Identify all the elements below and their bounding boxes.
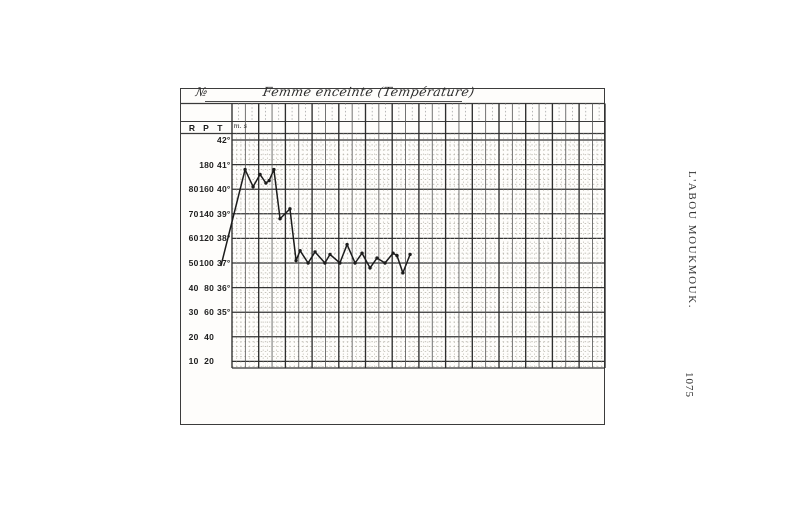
chart-sheet-frame	[180, 88, 605, 425]
margin-book-title: L'ABOU MOUKMOUK.	[686, 170, 698, 310]
axis-label-temperature: 40°	[217, 184, 231, 195]
axis-label-respiration: 60	[188, 233, 199, 244]
axis-label-respiration: 30	[188, 307, 199, 318]
axis-label-temperature: 41°	[217, 159, 231, 170]
axis-label-respiration: 70	[188, 208, 199, 219]
handwritten-title: Femme enceinte (Température)	[261, 84, 476, 99]
axis-header-temperature: T	[217, 122, 223, 133]
axis-header-pouls: P	[203, 122, 209, 133]
axis-label-temperature: 39°	[217, 208, 231, 219]
axis-label-temperature: 42°	[217, 135, 231, 145]
axis-label-respiration: 80	[188, 184, 199, 195]
axis-label-temperature: 38°	[217, 233, 231, 244]
axis-label-temperature: 35°	[217, 307, 231, 318]
axis-label-pouls: 120	[199, 233, 214, 244]
axis-label-pouls: 180	[199, 159, 214, 170]
axis-label-temperature: 36°	[217, 282, 231, 293]
matin-soir-header: m. s	[233, 122, 248, 130]
axis-label-respiration: 40	[188, 282, 199, 293]
axis-label-pouls: 140	[199, 208, 214, 219]
axis-label-pouls: 40	[204, 331, 214, 342]
axis-label-temperature: 37°	[217, 258, 231, 268]
axis-label-pouls: 60	[204, 307, 214, 318]
axis-label-pouls: 100	[199, 258, 214, 268]
axis-header-respiration: R	[188, 122, 196, 133]
axis-label-respiration: 20	[188, 331, 199, 342]
axis-label-respiration: 10	[188, 356, 199, 367]
axis-label-respiration: 50	[188, 258, 199, 268]
axis-label-pouls: 160	[199, 184, 214, 195]
margin-page-number: 1075	[683, 372, 695, 398]
axis-label-pouls: 20	[204, 356, 214, 367]
axis-label-pouls: 80	[204, 282, 214, 293]
